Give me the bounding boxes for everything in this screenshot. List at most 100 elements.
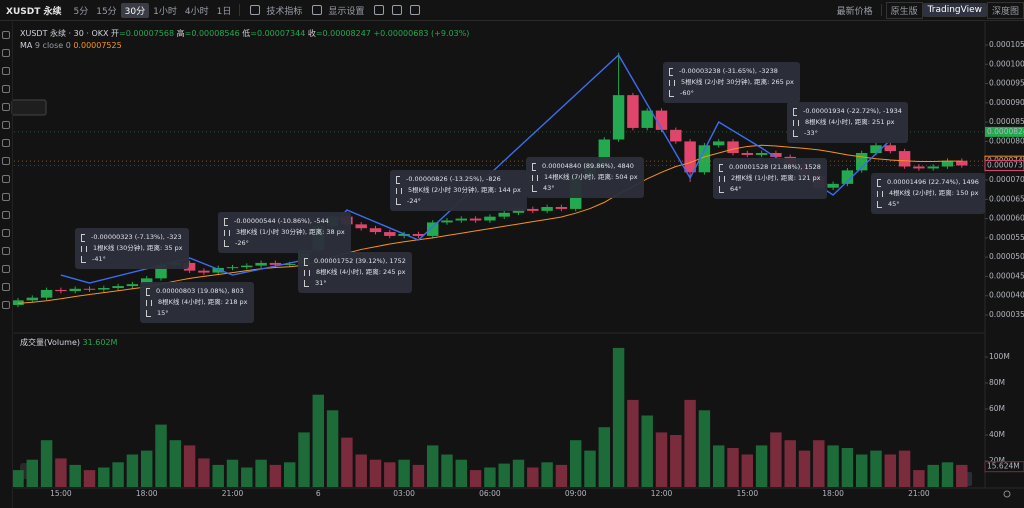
volume-tag	[984, 461, 1024, 473]
tool[interactable]	[2, 175, 10, 183]
measure-angle: -33°	[804, 129, 818, 137]
measure-change: -0.00001934 (-22.72%), -1934	[803, 107, 902, 115]
separator	[880, 4, 882, 16]
volume-bar	[813, 440, 825, 487]
volume-bar	[698, 410, 711, 487]
candle-body	[598, 139, 611, 167]
icon[interactable]	[410, 5, 421, 15]
y-tick-label: 0.00003500	[989, 310, 1024, 319]
measure-bars: 14根K线 (7小时), 距离: 504 px	[544, 173, 638, 181]
x-tick-label: 12:00	[651, 489, 673, 498]
measure-box: 0.00001528 (21.88%), 1528 2根K线 (1小时), 距离:…	[713, 158, 827, 199]
ohlc-legend: XUSDT 永续 · 30 · OKX 开=0.00007568 高=0.000…	[20, 28, 469, 39]
tool[interactable]	[2, 67, 10, 75]
candle-body	[898, 151, 911, 167]
icon[interactable]	[374, 5, 385, 15]
tool[interactable]	[2, 157, 10, 165]
interval[interactable]: 15分	[96, 6, 117, 17]
x-tick-label: 15:00	[736, 489, 758, 498]
measure-line: -60°	[669, 88, 794, 99]
measure-angle: -60°	[680, 89, 694, 97]
indicators[interactable]: 技术指标	[266, 6, 303, 17]
measure-line: -26°	[224, 238, 345, 249]
view-tab[interactable]: 原生版	[885, 1, 923, 19]
settings-icon[interactable]	[1003, 490, 1011, 498]
tool[interactable]	[2, 193, 10, 201]
interval[interactable]: 1日	[216, 6, 232, 17]
measure-line: -0.00001934 (-22.72%), -1934	[793, 106, 902, 117]
candle-body	[384, 232, 396, 236]
tool[interactable]	[2, 121, 10, 129]
y-tick-label: 0.00004500	[989, 271, 1024, 280]
volume-bar	[927, 464, 939, 487]
candle-body	[83, 288, 96, 290]
volume-bar	[412, 464, 425, 487]
measure-icon	[877, 190, 883, 197]
ma-name: MA	[20, 41, 33, 50]
tool[interactable]	[2, 85, 10, 93]
measure-icon	[669, 90, 674, 97]
y-tick-label: 0.00008500	[989, 117, 1024, 126]
tool[interactable]	[2, 247, 10, 255]
measure-box: 0.00000803 (19.08%), 803 8根K线 (4小时), 距离: …	[140, 282, 254, 323]
tool[interactable]	[2, 49, 10, 57]
measure-bars: 1根K线 (30分钟), 距离: 35 px	[93, 244, 183, 252]
candle-body	[26, 297, 39, 301]
display-settings[interactable]: 显示设置	[328, 6, 365, 17]
measure-icon	[532, 162, 536, 171]
y-tick-label: 0.00005500	[989, 233, 1024, 242]
interval[interactable]: 5分	[73, 6, 89, 17]
volume-bar	[827, 445, 839, 487]
volume-bar	[112, 462, 124, 487]
tool[interactable]	[2, 265, 10, 273]
measure-angle: -41°	[92, 255, 106, 263]
tool[interactable]	[2, 283, 10, 291]
measure-line: 0.00001496 (22.74%), 1496	[877, 177, 979, 188]
volume-tick-label: 20M	[989, 456, 1005, 465]
icon	[312, 5, 323, 15]
candle-body	[927, 166, 939, 169]
x-tick-label: 21:00	[222, 489, 244, 498]
candle-body	[369, 228, 382, 233]
measure-angle: 15°	[157, 309, 169, 317]
icon[interactable]	[392, 5, 403, 15]
symbol[interactable]: XUSDT 永续	[6, 6, 62, 17]
volume-tick-label: 80M	[989, 378, 1005, 387]
view-tab[interactable]: TradingView	[922, 3, 987, 17]
y-tick-label: 0.00005000	[989, 252, 1024, 261]
candle-body	[555, 207, 568, 209]
volume-bar	[798, 450, 811, 487]
measure-box: -0.00000323 (-7.13%), -323 1根K线 (30分钟), 距…	[75, 228, 189, 269]
price-mode[interactable]: 最新价格	[836, 6, 873, 17]
volume-bar	[83, 470, 96, 487]
measure-icon	[669, 79, 675, 86]
measure-icon	[81, 256, 86, 263]
volume-tick-label: 40M	[989, 430, 1005, 439]
candle-body	[941, 160, 954, 167]
interval[interactable]: 4小时	[184, 6, 209, 17]
tool[interactable]	[2, 211, 10, 219]
interval[interactable]: 30分	[120, 2, 150, 18]
measure-bars: 5根K线 (2小时 30分钟), 距离: 144 px	[408, 186, 521, 194]
ma-params: 9 close 0	[34, 41, 71, 50]
volume-bar	[169, 440, 182, 487]
measure-change: 0.00001528 (21.88%), 1528	[729, 163, 821, 171]
tool[interactable]	[2, 31, 10, 39]
candle-body	[527, 208, 539, 211]
tool[interactable]	[2, 103, 10, 111]
tool[interactable]	[2, 301, 10, 309]
tool[interactable]	[2, 139, 10, 147]
interval[interactable]: 1小时	[153, 6, 177, 17]
measure-angle: -24°	[407, 197, 421, 205]
measure-box: -0.00003238 (-31.65%), -3238 5根K线 (2小时 30…	[663, 62, 800, 103]
measure-line: -41°	[81, 254, 183, 265]
view-tab[interactable]: 深度图	[986, 1, 1024, 19]
measure-angle: 64°	[730, 185, 742, 193]
measure-icon	[304, 280, 309, 287]
candle-body	[870, 145, 882, 153]
measure-icon	[793, 107, 797, 116]
measure-line: -24°	[396, 196, 521, 207]
tool[interactable]	[2, 229, 10, 237]
drawing-tool[interactable]	[11, 99, 47, 116]
